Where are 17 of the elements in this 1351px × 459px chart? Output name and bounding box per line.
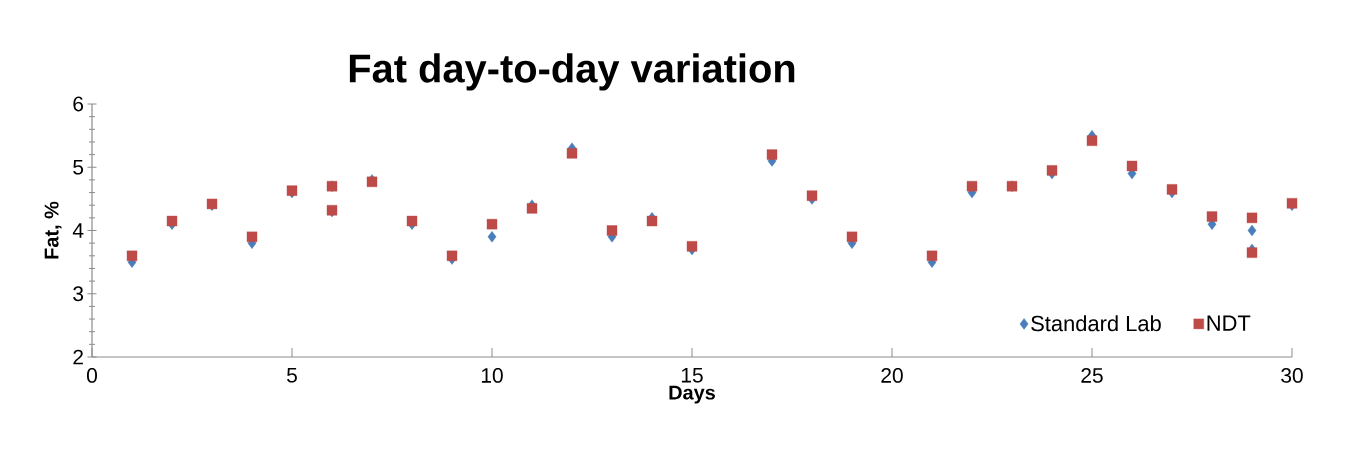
x-tick-label: 0 <box>86 368 97 383</box>
y-tick-label: 4 <box>72 223 84 238</box>
x-tick-label: 10 <box>481 368 503 383</box>
y-tick-label: 6 <box>73 96 84 112</box>
x-tick-label: 30 <box>1281 368 1303 383</box>
x-tick-label: 5 <box>287 368 297 383</box>
y-tick-label: 5 <box>73 159 84 175</box>
legend-label: NDT <box>1207 315 1251 331</box>
x-tick-label: 25 <box>1081 368 1103 383</box>
y-axis-title: Fat, % <box>44 201 62 259</box>
y-tick-label: 3 <box>73 286 84 302</box>
y-tick-label: 2 <box>73 349 83 365</box>
x-axis-title: Days <box>669 385 715 404</box>
x-tick-label: 15 <box>681 368 703 383</box>
chart-title: Fat day-to-day variation <box>349 53 795 91</box>
x-tick-label: 20 <box>881 368 903 383</box>
legend-label: Standard Lab <box>1031 315 1161 332</box>
